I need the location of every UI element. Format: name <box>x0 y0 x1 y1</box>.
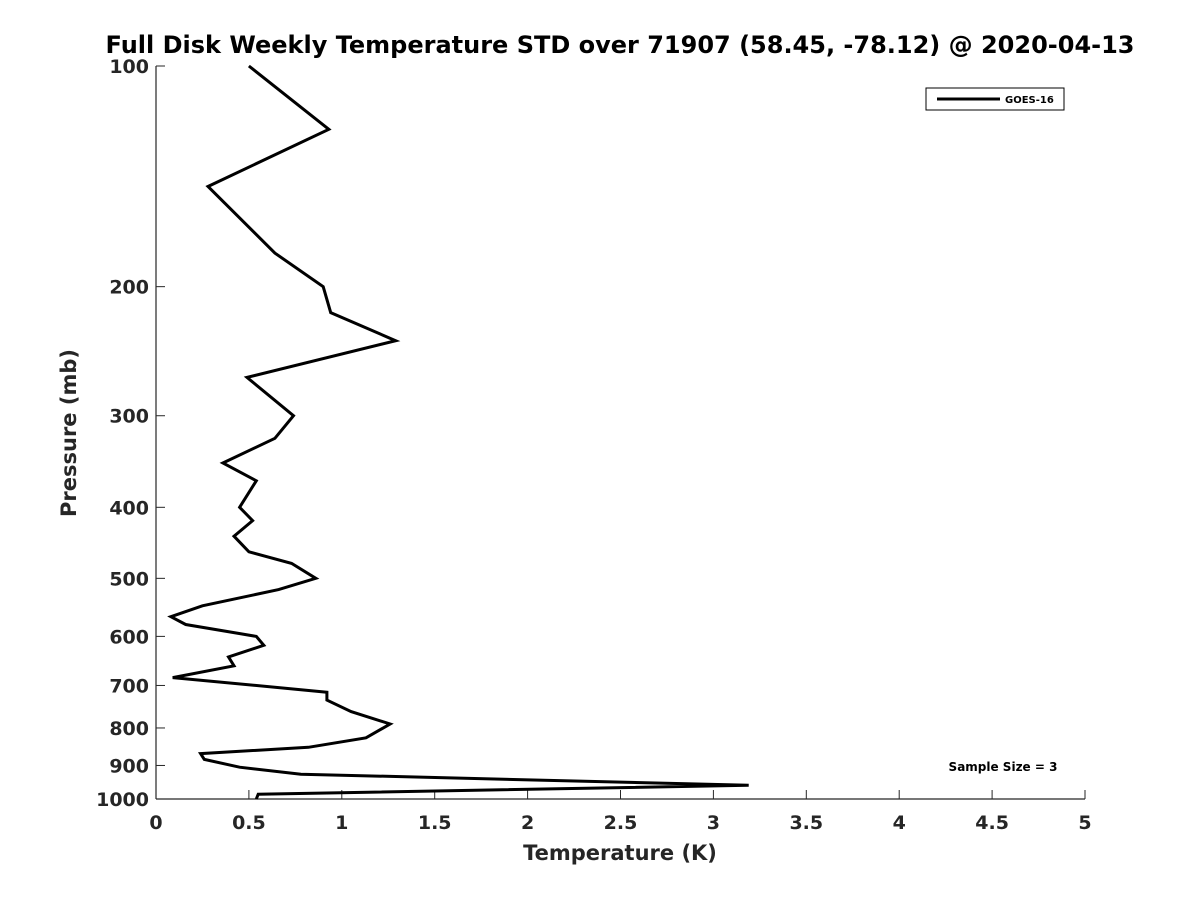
y-tick-label: 300 <box>109 406 149 428</box>
chart-title: Full Disk Weekly Temperature STD over 71… <box>106 31 1135 59</box>
x-tick-label: 2.5 <box>604 812 638 834</box>
x-tick-label: 4.5 <box>975 812 1009 834</box>
x-tick-label: 4 <box>893 812 906 834</box>
y-tick-label: 700 <box>109 675 149 697</box>
x-tick-label: 3 <box>707 812 720 834</box>
x-tick-label: 2 <box>521 812 534 834</box>
series-line-goes-16 <box>167 64 749 800</box>
y-tick-label: 500 <box>109 568 149 590</box>
legend: GOES-16 <box>925 87 1065 111</box>
x-tick-label: 1 <box>335 812 348 834</box>
y-tick-label: 100 <box>109 56 149 78</box>
y-tick-label: 400 <box>109 497 149 519</box>
x-tick-label: 1.5 <box>418 812 452 834</box>
y-tick-label: 200 <box>109 277 149 299</box>
x-tick-label: 0 <box>149 812 162 834</box>
y-axis-label: Pressure (mb) <box>57 349 81 517</box>
y-tick-label: 1000 <box>96 789 149 811</box>
sample-size-annotation: Sample Size = 3 <box>949 760 1058 774</box>
y-tick-label: 800 <box>109 718 149 740</box>
x-tick-label: 3.5 <box>789 812 823 834</box>
x-tick-label: 0.5 <box>232 812 266 834</box>
y-tick-label: 900 <box>109 755 149 777</box>
legend-label-goes-16: GOES-16 <box>1005 95 1054 106</box>
x-axis-label: Temperature (K) <box>523 841 717 865</box>
y-tick-label: 600 <box>109 626 149 648</box>
x-tick-label: 5 <box>1078 812 1091 834</box>
plot-area: 0 0.5 1 1.5 2 2.5 3 3.5 4 4.5 5 100 200 300 400 500 600 7… <box>96 56 1092 834</box>
